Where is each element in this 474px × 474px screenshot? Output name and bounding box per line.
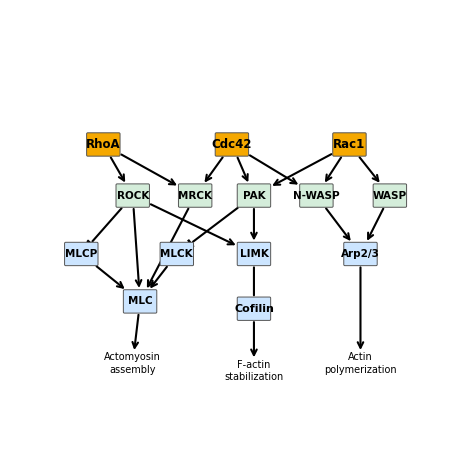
Text: WASP: WASP (373, 191, 407, 201)
Text: RhoA: RhoA (86, 138, 121, 151)
FancyBboxPatch shape (160, 242, 193, 265)
FancyBboxPatch shape (87, 133, 120, 156)
Text: Rac1: Rac1 (333, 138, 365, 151)
FancyBboxPatch shape (333, 133, 366, 156)
FancyBboxPatch shape (116, 184, 149, 207)
Text: PAK: PAK (243, 191, 265, 201)
Text: LIMK: LIMK (239, 249, 268, 259)
FancyBboxPatch shape (300, 184, 333, 207)
FancyBboxPatch shape (237, 297, 271, 320)
FancyBboxPatch shape (178, 184, 212, 207)
Text: Actin
polymerization: Actin polymerization (324, 352, 397, 374)
Text: Cdc42: Cdc42 (212, 138, 252, 151)
Text: MLC: MLC (128, 296, 152, 306)
Text: MLCK: MLCK (161, 249, 193, 259)
Text: Cofilin: Cofilin (234, 304, 274, 314)
FancyBboxPatch shape (237, 242, 271, 265)
FancyBboxPatch shape (215, 133, 249, 156)
Text: ROCK: ROCK (117, 191, 149, 201)
Text: Actomyosin
assembly: Actomyosin assembly (104, 352, 161, 374)
Text: Arp2/3: Arp2/3 (341, 249, 380, 259)
FancyBboxPatch shape (237, 184, 271, 207)
Text: MRCK: MRCK (178, 191, 212, 201)
FancyBboxPatch shape (64, 242, 98, 265)
Text: F-actin
stabilization: F-actin stabilization (224, 360, 283, 382)
FancyBboxPatch shape (123, 290, 157, 313)
Text: N-WASP: N-WASP (293, 191, 340, 201)
Text: MLCP: MLCP (65, 249, 98, 259)
FancyBboxPatch shape (344, 242, 377, 265)
FancyBboxPatch shape (373, 184, 407, 207)
